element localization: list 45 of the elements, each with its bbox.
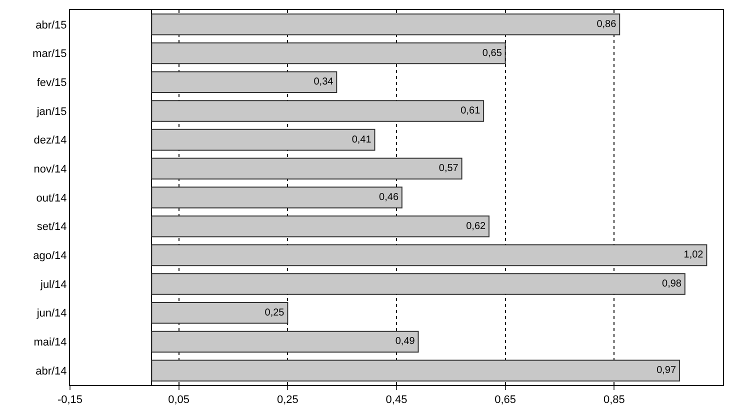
bar (151, 42, 506, 64)
y-tick-label: abr/14 (36, 365, 67, 378)
y-tick-label: jan/15 (36, 106, 67, 118)
y-tick-label: jun/14 (36, 308, 67, 320)
y-tick-label: ago/14 (33, 250, 67, 262)
bar (151, 360, 680, 382)
bar (151, 302, 288, 324)
bar (151, 14, 620, 36)
y-tick-label: mar/15 (32, 48, 67, 60)
bar (151, 330, 419, 353)
bar (151, 215, 490, 238)
y-tick-label: nov/14 (34, 164, 67, 176)
y-tick-label: fev/15 (36, 76, 67, 89)
y-tick-label: out/14 (36, 192, 67, 204)
data-label: 0,98 (662, 278, 682, 290)
data-label: 0,34 (314, 76, 334, 88)
bar (151, 273, 686, 295)
y-tick-label: mai/14 (34, 336, 67, 349)
data-label: 0,61 (460, 105, 481, 116)
bar (151, 244, 708, 266)
x-tick-label: 0,45 (386, 394, 408, 406)
x-tick-label: 0,65 (494, 394, 516, 406)
data-label: 0,97 (656, 365, 676, 376)
bar (151, 128, 376, 151)
x-tick-label: -0,15 (57, 394, 83, 406)
y-tick-label: abr/15 (36, 19, 67, 32)
x-tick-label: 0,05 (168, 394, 190, 406)
data-label: 0,41 (352, 134, 372, 146)
data-label: 0,86 (596, 18, 617, 30)
bar (151, 100, 484, 122)
y-tick-label: dez/14 (34, 134, 67, 147)
bar (151, 158, 462, 180)
bar (151, 186, 402, 208)
x-tick-label: 0,25 (276, 394, 298, 406)
bar (151, 71, 338, 93)
data-label: 0,62 (466, 220, 486, 232)
y-tick-label: jul/14 (40, 278, 67, 291)
data-label: 0,57 (438, 163, 459, 174)
data-label: 0,25 (264, 307, 285, 318)
data-label: 0,46 (379, 192, 399, 203)
x-tick-label: 0,85 (603, 394, 625, 406)
data-label: 0,49 (395, 336, 416, 348)
data-label: 1,02 (684, 250, 704, 261)
y-tick-label: set/14 (36, 221, 67, 234)
data-label: 0,65 (482, 48, 502, 59)
